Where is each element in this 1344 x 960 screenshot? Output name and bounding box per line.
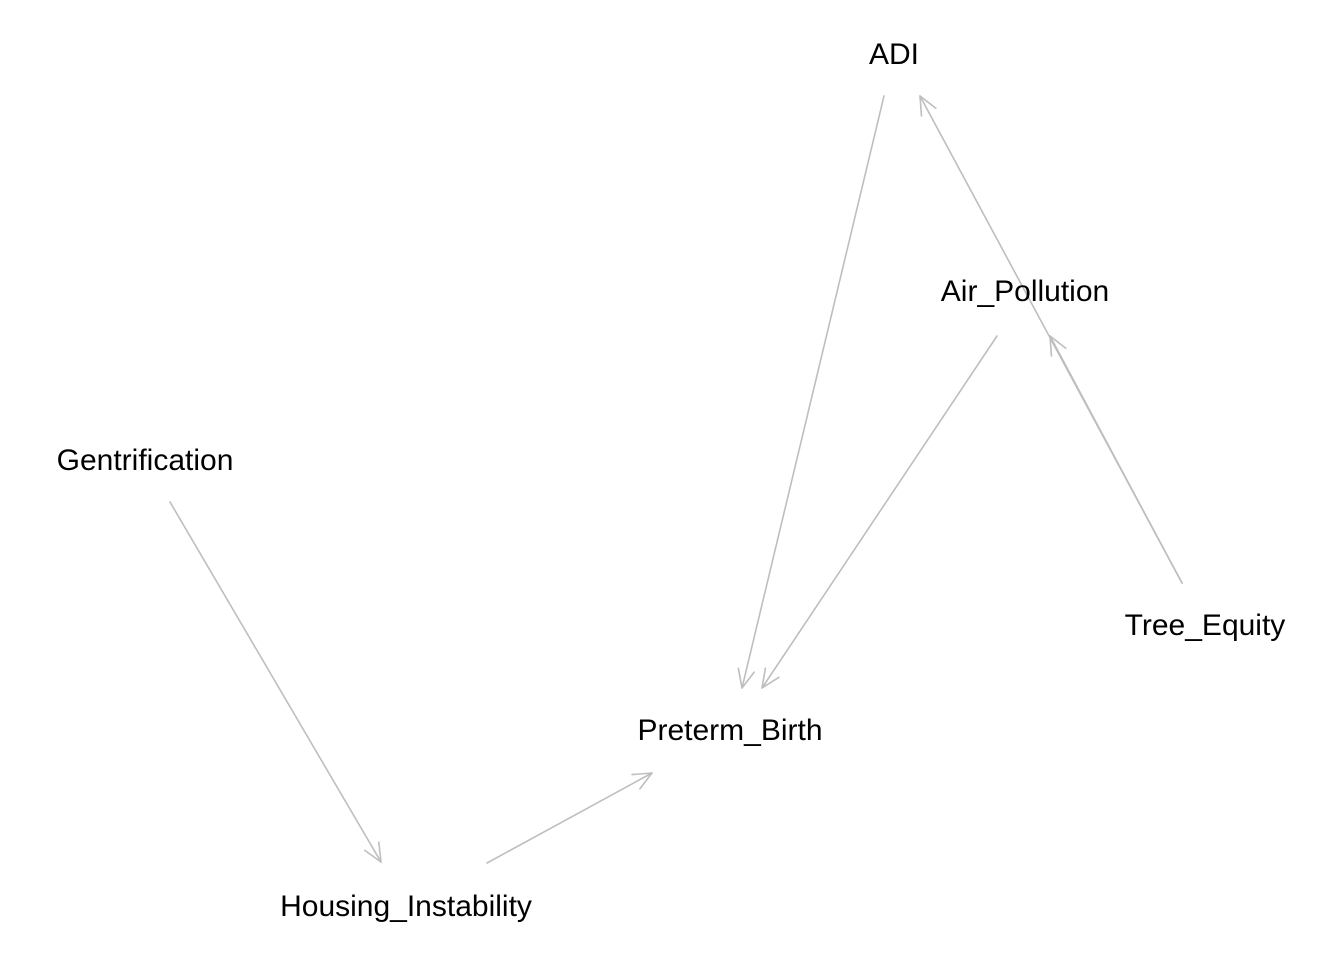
edge-housing-instability-to-preterm-birth — [486, 772, 653, 864]
edge-line — [486, 772, 653, 864]
arrowhead-icon — [1049, 335, 1067, 357]
edge-line — [1049, 335, 1183, 584]
node-adi: ADI — [869, 38, 919, 71]
edge-adi-to-preterm-birth — [737, 95, 885, 689]
edge-line — [761, 335, 998, 689]
edge-gentrification-to-housing-instability — [169, 501, 382, 863]
node-air-pollution: Air_Pollution — [941, 275, 1109, 308]
node-tree-equity: Tree_Equity — [1125, 609, 1286, 642]
edge-line — [741, 95, 885, 689]
edge-tree-equity-to-air-pollution — [1049, 335, 1183, 584]
node-preterm-birth: Preterm_Birth — [637, 714, 822, 747]
arrowhead-icon — [363, 841, 382, 863]
nodes-layer: ADI Air_Pollution Gentrification Tree_Eq… — [57, 38, 1286, 923]
arrowhead-icon — [631, 772, 653, 790]
node-housing-instability: Housing_Instability — [280, 890, 532, 923]
node-gentrification: Gentrification — [57, 444, 234, 477]
edge-air-pollution-to-preterm-birth — [761, 335, 998, 689]
arrowhead-icon — [761, 667, 780, 689]
edge-line — [169, 501, 382, 863]
arrowhead-icon — [919, 95, 937, 117]
edges-layer — [169, 95, 1183, 864]
arrowhead-icon — [737, 667, 755, 689]
